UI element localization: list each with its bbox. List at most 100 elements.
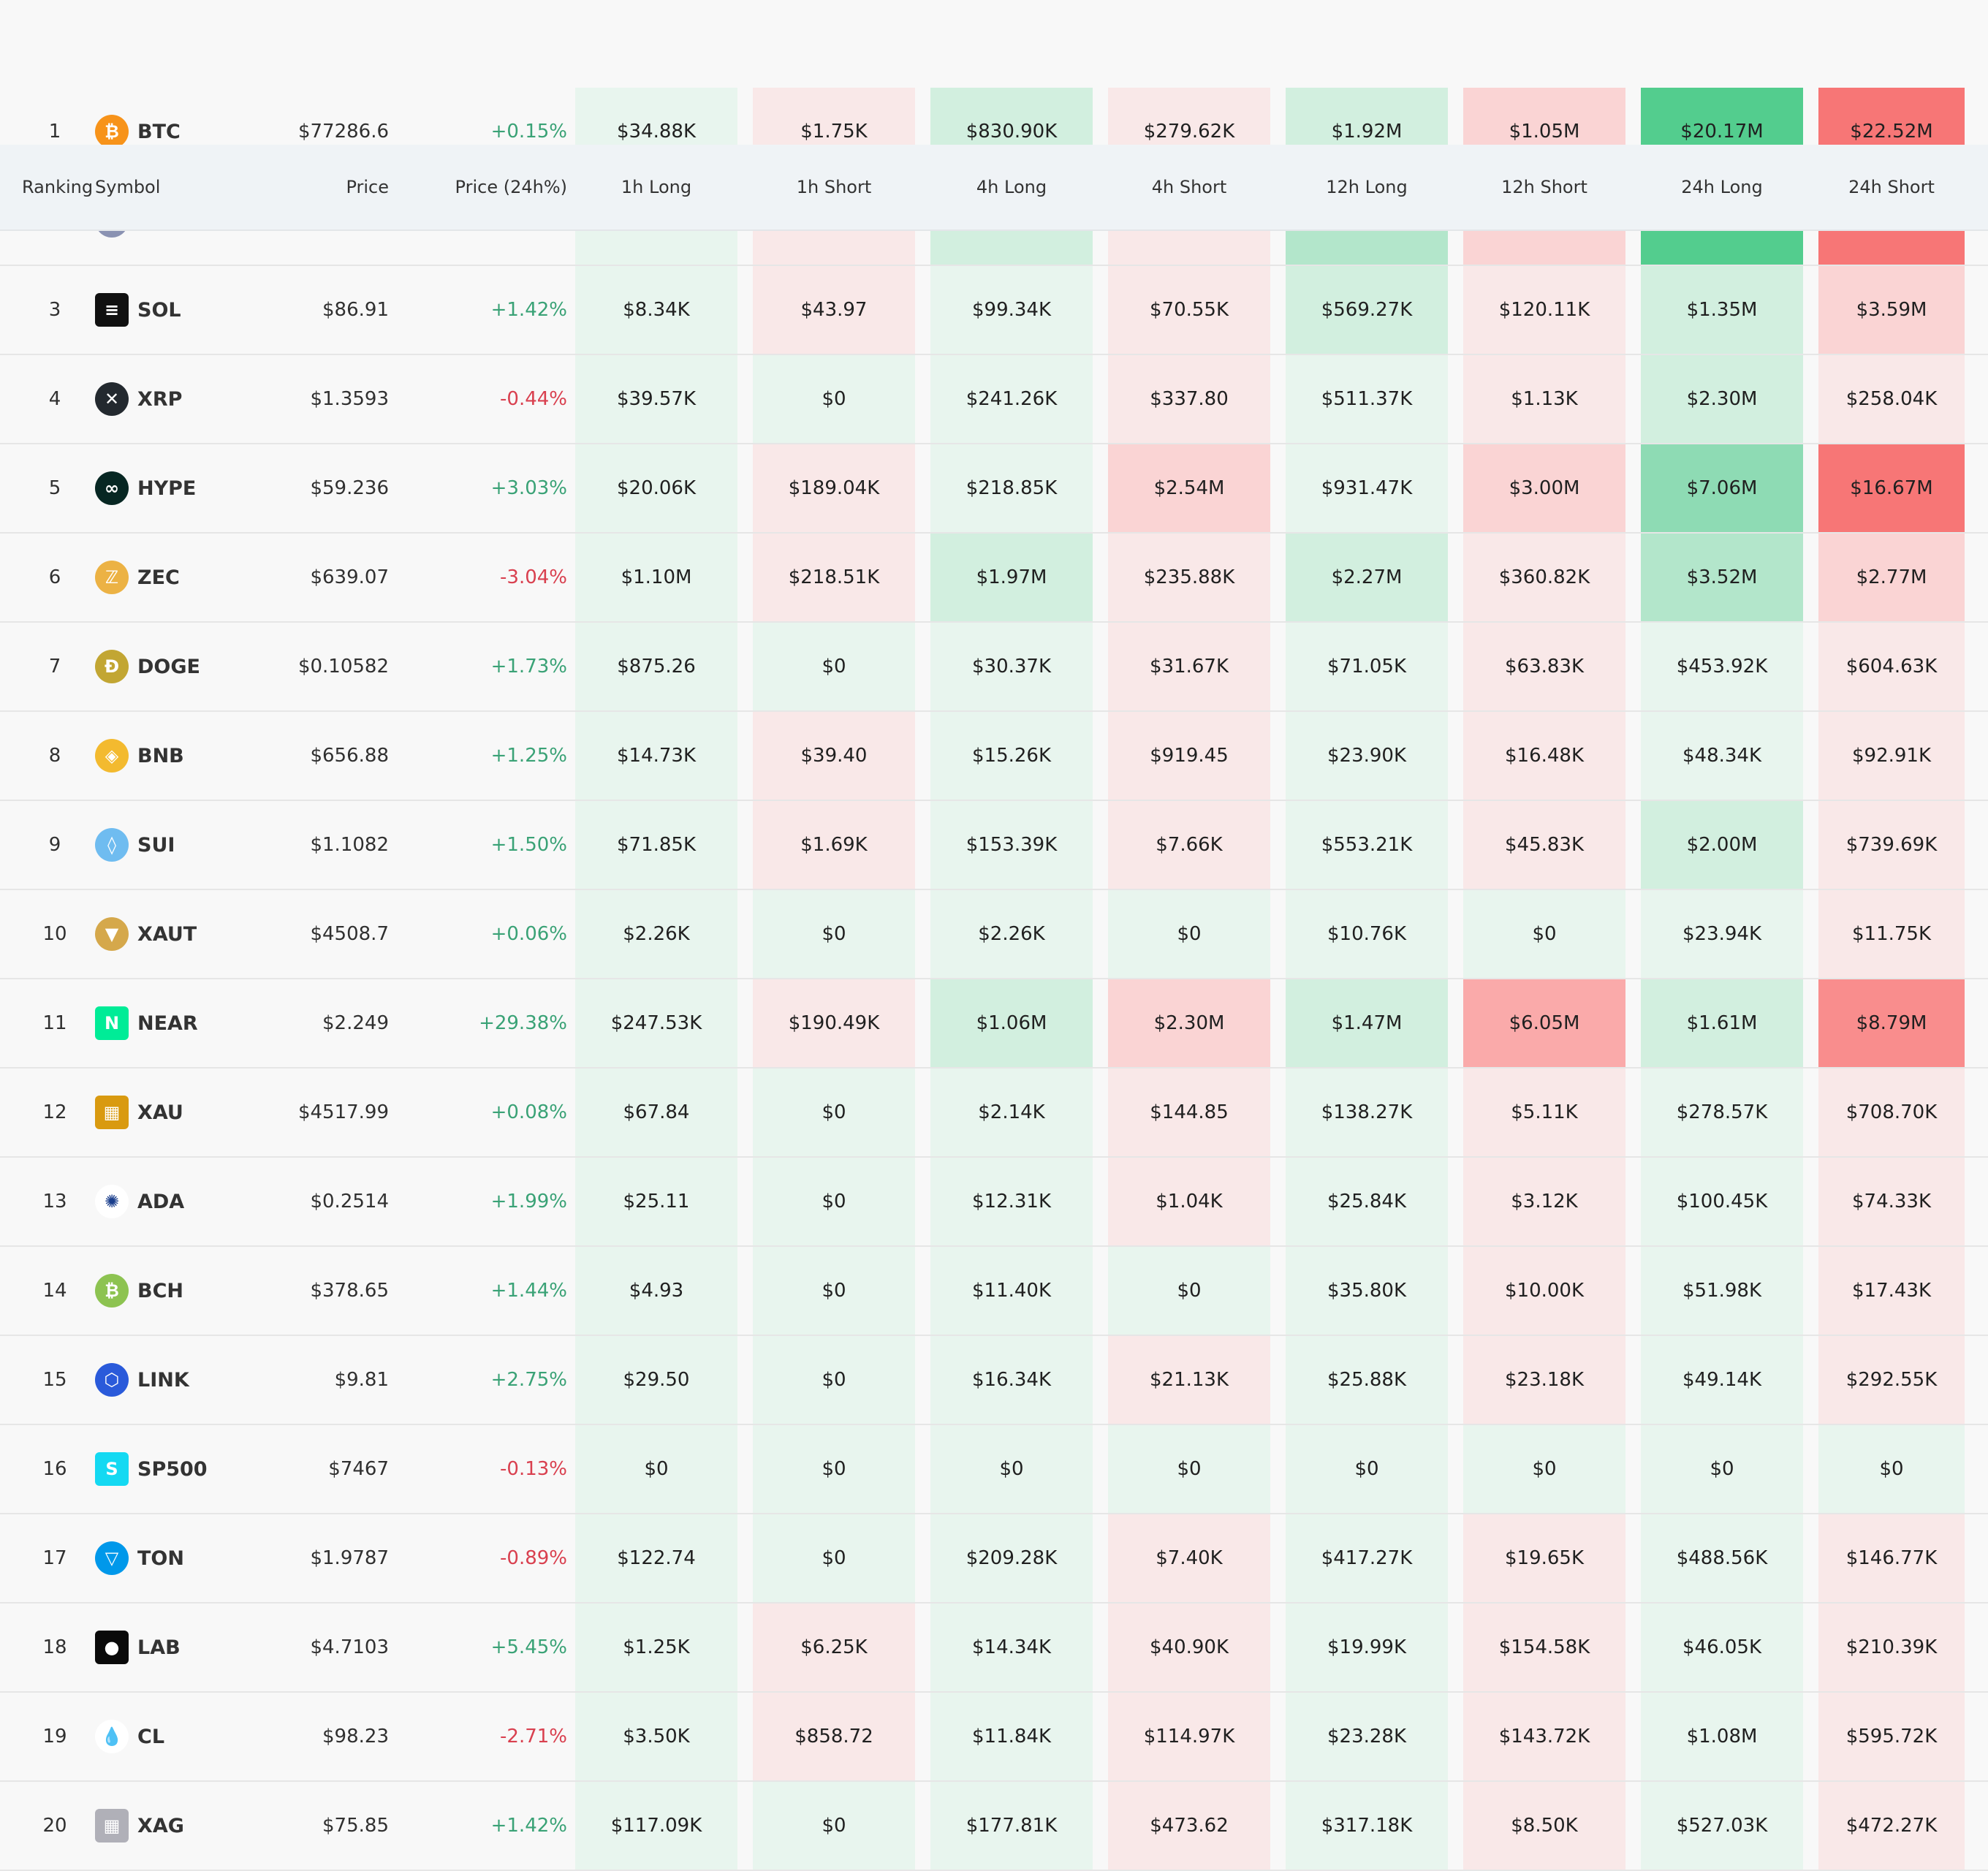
table-row[interactable]: 19 💧 CL $98.23 -2.71% $3.50K $858.72 $11.84K $11… — [0, 1693, 1988, 1782]
toncoin-icon: ▽ — [95, 1541, 129, 1575]
table-row[interactable]: 16 S SP500 $7467 -0.13% $0 $0 $0 $0 $0 $0 $0 $0 — [0, 1425, 1988, 1514]
col-4h-long[interactable]: 4h Long — [976, 177, 1047, 197]
table-row[interactable]: 8 ◈ BNB $656.88 +1.25% $14.73K $39.40 $15.26K $9… — [0, 712, 1988, 801]
symbol-cell[interactable]: 💧 CL — [95, 1693, 278, 1780]
price-cell: $86.91 — [322, 299, 389, 321]
price-change-cell: +1.99% — [490, 1191, 567, 1212]
short-liquidation-cell: $0 — [1108, 890, 1270, 978]
col-24h-short[interactable]: 24h Short — [1848, 177, 1935, 197]
table-row[interactable]: 18 ● LAB $4.7103 +5.45% $1.25K $6.25K $14.34K $4… — [0, 1604, 1988, 1693]
symbol-cell[interactable]: ⬡ LINK — [95, 1336, 278, 1424]
short-liquidation-cell: $2.54M — [1108, 444, 1270, 532]
rank-cell: 1 — [48, 121, 61, 143]
symbol-cell[interactable]: ▼ XAUT — [95, 890, 278, 978]
symbol-cell[interactable]: ◊ SUI — [95, 801, 278, 889]
symbol-cell[interactable]: ₿ BTC — [95, 88, 278, 175]
col-1h-long[interactable]: 1h Long — [621, 177, 692, 197]
long-liquidation-cell: $12.31K — [930, 1158, 1093, 1245]
symbol-cell[interactable]: ◈ BNB — [95, 712, 278, 800]
symbol-cell[interactable]: ▦ XAG — [95, 1782, 278, 1870]
table-row[interactable]: 9 ◊ SUI $1.1082 +1.50% $71.85K $1.69K $153.39K $… — [0, 801, 1988, 890]
short-liquidation-cell: $0 — [753, 1514, 915, 1602]
symbol-cell[interactable]: ▦ XAU — [95, 1069, 278, 1156]
short-liquidation-cell: $154.58K — [1463, 1604, 1625, 1691]
symbol-cell[interactable]: ✺ ADA — [95, 1158, 278, 1245]
col-24h-long[interactable]: 24h Long — [1681, 177, 1763, 197]
rank-cell: 8 — [48, 745, 61, 767]
price-change-cell: +5.45% — [490, 1636, 567, 1658]
long-liquidation-cell: $11.40K — [930, 1247, 1093, 1335]
long-liquidation-cell: $23.90K — [1286, 712, 1448, 800]
table-row[interactable]: 14 ₿ BCH $378.65 +1.44% $4.93 $0 $11.40K $0 $35.8… — [0, 1247, 1988, 1336]
long-liquidation-cell: $2.30M — [1641, 355, 1803, 443]
long-liquidation-cell: $2.27M — [1286, 534, 1448, 621]
symbol-name: BTC — [137, 120, 181, 143]
symbol-cell[interactable]: S SP500 — [95, 1425, 278, 1513]
short-liquidation-cell: $5.11K — [1463, 1069, 1625, 1156]
symbol-name: BCH — [137, 1279, 183, 1302]
symbol-cell[interactable]: ≡ SOL — [95, 266, 278, 354]
price-cell: $639.07 — [310, 566, 389, 588]
long-liquidation-cell: $527.03K — [1641, 1782, 1803, 1870]
short-liquidation-cell: $190.49K — [753, 979, 915, 1067]
rank-cell: 5 — [48, 477, 61, 499]
price-change-cell: -0.44% — [500, 388, 567, 410]
rank-cell: 19 — [42, 1726, 67, 1747]
long-liquidation-cell: $931.47K — [1286, 444, 1448, 532]
price-cell: $4508.7 — [310, 923, 389, 945]
table-row[interactable]: 5 ∞ HYPE $59.236 +3.03% $20.06K $189.04K $218.8… — [0, 444, 1988, 534]
symbol-cell[interactable]: ● LAB — [95, 1604, 278, 1691]
short-liquidation-cell: $120.11K — [1463, 266, 1625, 354]
symbol-cell[interactable]: Ð DOGE — [95, 623, 278, 710]
long-liquidation-cell: $30.37K — [930, 623, 1093, 710]
short-liquidation-cell: $19.65K — [1463, 1514, 1625, 1602]
long-liquidation-cell: $1.61M — [1641, 979, 1803, 1067]
table-row[interactable]: 13 ✺ ADA $0.2514 +1.99% $25.11 $0 $12.31K $1.04K… — [0, 1158, 1988, 1247]
symbol-cell[interactable]: ₿ BCH — [95, 1247, 278, 1335]
long-liquidation-cell: $19.99K — [1286, 1604, 1448, 1691]
short-liquidation-cell: $0 — [753, 1336, 915, 1424]
price-cell: $4.7103 — [310, 1636, 389, 1658]
long-liquidation-cell: $10.76K — [1286, 890, 1448, 978]
col-ranking[interactable]: Ranking — [22, 177, 94, 197]
long-liquidation-cell: $4.93 — [575, 1247, 737, 1335]
col-1h-short[interactable]: 1h Short — [796, 177, 872, 197]
col-12h-long[interactable]: 12h Long — [1326, 177, 1408, 197]
symbol-cell[interactable]: ▽ TON — [95, 1514, 278, 1602]
short-liquidation-cell: $1.04K — [1108, 1158, 1270, 1245]
price-cell: $75.85 — [322, 1815, 389, 1837]
tether-gold-icon: ▼ — [95, 917, 129, 951]
table-row[interactable]: 17 ▽ TON $1.9787 -0.89% $122.74 $0 $209.28K $7.4… — [0, 1514, 1988, 1604]
table-row[interactable]: 15 ⬡ LINK $9.81 +2.75% $29.50 $0 $16.34K $21.13K… — [0, 1336, 1988, 1425]
table-row[interactable]: 10 ▼ XAUT $4508.7 +0.06% $2.26K $0 $2.26K $0 $10.… — [0, 890, 1988, 979]
dogecoin-icon: Ð — [95, 650, 129, 683]
short-liquidation-cell: $10.00K — [1463, 1247, 1625, 1335]
long-liquidation-cell: $1.47M — [1286, 979, 1448, 1067]
symbol-cell[interactable]: ✕ XRP — [95, 355, 278, 443]
table-row[interactable]: 12 ▦ XAU $4517.99 +0.08% $67.84 $0 $2.14K $144.8… — [0, 1069, 1988, 1158]
table-row[interactable]: 3 ≡ SOL $86.91 +1.42% $8.34K $43.97 $99.34K $70.… — [0, 266, 1988, 355]
price-cell: $9.81 — [334, 1369, 389, 1391]
col-symbol[interactable]: Symbol — [95, 177, 161, 197]
col-4h-short[interactable]: 4h Short — [1151, 177, 1227, 197]
short-liquidation-cell: $1.13K — [1463, 355, 1625, 443]
symbol-cell[interactable]: N NEAR — [95, 979, 278, 1067]
table-row[interactable]: 11 N NEAR $2.249 +29.38% $247.53K $190.49K $1.0… — [0, 979, 1988, 1069]
short-liquidation-cell: $258.04K — [1818, 355, 1965, 443]
table-row[interactable]: 6 ℤ ZEC $639.07 -3.04% $1.10M $218.51K $1.97M $2… — [0, 534, 1988, 623]
long-liquidation-cell: $29.50 — [575, 1336, 737, 1424]
table-row[interactable]: 4 ✕ XRP $1.3593 -0.44% $39.57K $0 $241.26K $337.… — [0, 355, 1988, 444]
table-row[interactable]: 7 Ð DOGE $0.10582 +1.73% $875.26 $0 $30.37K $31.… — [0, 623, 1988, 712]
sp500-icon: S — [95, 1452, 129, 1486]
col-12h-short[interactable]: 12h Short — [1501, 177, 1587, 197]
long-liquidation-cell: $218.85K — [930, 444, 1093, 532]
col-price[interactable]: Price — [346, 177, 389, 197]
bitcoin-cash-icon: ₿ — [95, 1274, 129, 1308]
short-liquidation-cell: $337.80 — [1108, 355, 1270, 443]
symbol-cell[interactable]: ℤ ZEC — [95, 534, 278, 621]
short-liquidation-cell: $31.67K — [1108, 623, 1270, 710]
symbol-cell[interactable]: ∞ HYPE — [95, 444, 278, 532]
table-row[interactable]: 20 ▦ XAG $75.85 +1.42% $117.09K $0 $177.81K $473… — [0, 1782, 1988, 1871]
long-liquidation-cell: $51.98K — [1641, 1247, 1803, 1335]
col-change[interactable]: Price (24h%) — [455, 177, 567, 197]
